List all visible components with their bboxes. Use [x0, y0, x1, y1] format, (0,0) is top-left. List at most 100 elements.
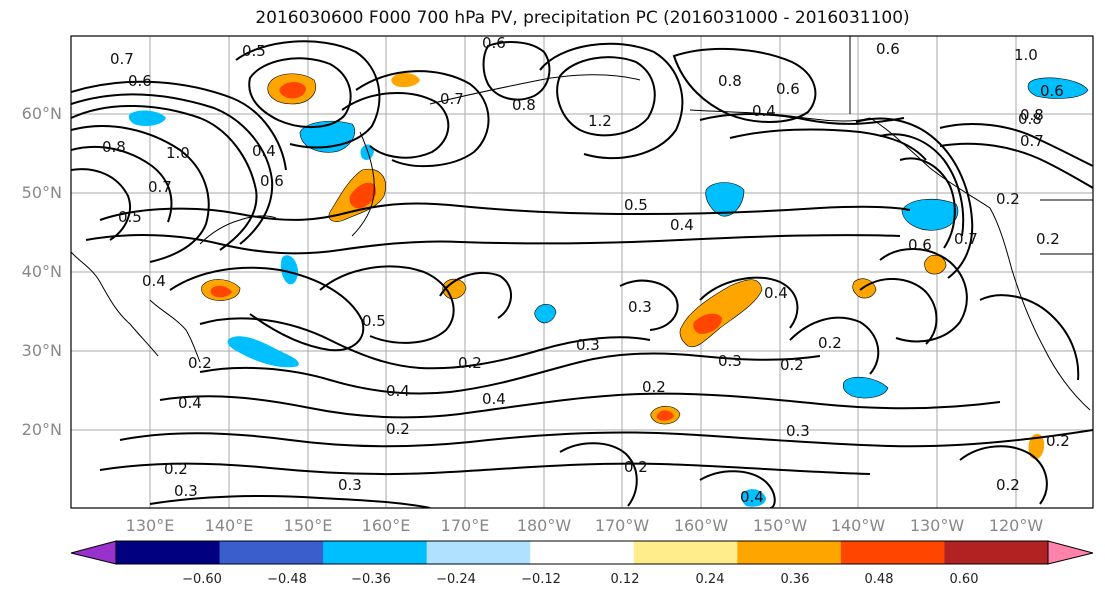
contour-label: 0.4: [386, 382, 410, 400]
contour-label: 0.6: [128, 72, 152, 90]
coastlines: [71, 36, 1093, 411]
contour-label: 0.2: [996, 476, 1020, 494]
contour-label: 0.3: [338, 476, 362, 494]
lat-label: 40°N: [21, 262, 62, 281]
lon-label: 140°E: [204, 516, 254, 535]
colorbar-tick-label: 0.36: [780, 572, 810, 587]
contour-label: 0.2: [624, 458, 648, 476]
contour-label: 0.4: [252, 142, 276, 160]
contour-label: 0.5: [118, 208, 142, 226]
contour-label: 0.2: [1036, 230, 1060, 248]
colorbar-segment: [633, 541, 738, 564]
precip-anomaly-patch: [227, 336, 299, 368]
contour-label: 0.4: [764, 284, 788, 302]
colorbar-tick-label: 0.60: [949, 572, 979, 587]
lon-label: 130°W: [909, 516, 965, 535]
contour-label: 0.3: [576, 336, 600, 354]
lon-label: 150°W: [752, 516, 808, 535]
lon-label: 170°W: [594, 516, 650, 535]
contour-label: 0.5: [242, 42, 266, 60]
contour-label: 0.4: [142, 272, 166, 290]
contour-label: 0.2: [164, 460, 188, 478]
contour-label: 1.2: [588, 112, 612, 130]
contour-label-layer: 0.7 0.6 0.5 0.6 0.8 1.2 0.8 0.4 0.6 1.0 …: [102, 34, 1070, 506]
precip-anomaly-layer: [128, 72, 1089, 507]
precip-anomaly-patch: [693, 313, 722, 334]
colorbar-tick-label: 0.24: [695, 572, 725, 587]
contour-label: 0.2: [188, 354, 212, 372]
lon-label: 130°E: [125, 516, 175, 535]
lon-label: 160°W: [673, 516, 729, 535]
colorbar-segment: [944, 541, 1049, 564]
contour-label: 0.7: [1020, 132, 1044, 150]
contour-label: 0.8: [102, 138, 126, 156]
contour-label: 0.2: [458, 354, 482, 372]
contour-label: 0.6: [1040, 82, 1064, 100]
contour-label: 1.0: [1014, 46, 1038, 64]
precip-anomaly-patch: [128, 110, 166, 126]
colorbar-tick-label: 0.12: [610, 572, 640, 587]
precip-anomaly-patch: [534, 303, 557, 324]
colorbar-segment: [219, 541, 324, 564]
contour-label: 0.7: [954, 230, 978, 248]
colorbar-tick-label: −0.48: [267, 572, 307, 587]
contour-label: 0.5: [624, 196, 648, 214]
colorbar: [70, 540, 1094, 565]
precip-anomaly-patch: [279, 82, 306, 99]
contour-label: 0.6: [876, 40, 900, 58]
contour-label: 0.8: [1020, 106, 1044, 124]
contour-label: 0.5: [362, 312, 386, 330]
contour-label: 0.2: [642, 378, 666, 396]
precip-anomaly-patch: [349, 182, 377, 209]
contour-label: 0.6: [908, 236, 932, 254]
precip-anomaly-patch: [210, 285, 232, 298]
lat-label: 20°N: [21, 420, 62, 439]
colorbar-segment: [530, 541, 635, 564]
contour-label: 0.4: [670, 216, 694, 234]
precip-anomaly-patch: [1028, 433, 1045, 460]
contour-label: 1.0: [166, 144, 190, 162]
contour-label: 0.8: [1018, 110, 1042, 128]
contour-label: 0.4: [752, 102, 776, 120]
colorbar-tick-label: −0.24: [436, 572, 476, 587]
contour-label: 0.6: [260, 172, 284, 190]
lon-label: 150°E: [283, 516, 333, 535]
lon-label: 160°E: [361, 516, 411, 535]
graticule: [71, 36, 1093, 508]
contour-label: 0.7: [148, 178, 172, 196]
precip-anomaly-patch: [391, 72, 420, 88]
contour-label: 0.2: [818, 334, 842, 352]
contour-label: 0.2: [780, 356, 804, 374]
precip-anomaly-patch: [280, 255, 298, 285]
colorbar-segment: [840, 541, 945, 564]
contour-label: 0.3: [174, 482, 198, 500]
contour-label: 0.7: [110, 50, 134, 68]
colorbar-outline: [115, 540, 1049, 565]
contour-label: 0.4: [740, 488, 764, 506]
colorbar-segment: [426, 541, 531, 564]
precip-anomaly-patch: [924, 254, 947, 275]
contour-label: 0.6: [482, 34, 506, 52]
contour-label: 0.2: [386, 420, 410, 438]
lat-label: 60°N: [21, 104, 62, 123]
map-title: 2016030600 F000 700 hPa PV, precipitatio…: [255, 8, 910, 28]
contour-label: 0.8: [718, 72, 742, 90]
colorbar-extend-left: [70, 540, 117, 565]
contour-label: 0.3: [786, 422, 810, 440]
colorbar-extend-right: [1047, 540, 1094, 565]
precip-anomaly-patch: [656, 410, 674, 421]
colorbar-segment: [323, 541, 428, 564]
precip-anomaly-patch: [705, 182, 745, 217]
lon-label: 180°W: [516, 516, 572, 535]
colorbar-segment: [116, 541, 221, 564]
pv-contours: [71, 40, 1093, 508]
colorbar-segment: [737, 541, 842, 564]
precip-anomaly-patch: [842, 376, 889, 399]
contour-label: 0.8: [512, 96, 536, 114]
precip-anomaly-patch: [360, 144, 374, 160]
precip-anomaly-patch: [741, 489, 766, 507]
colorbar-tick-label: −0.36: [351, 572, 391, 587]
contour-label: 0.4: [482, 390, 506, 408]
contour-label: 0.2: [1046, 432, 1070, 450]
